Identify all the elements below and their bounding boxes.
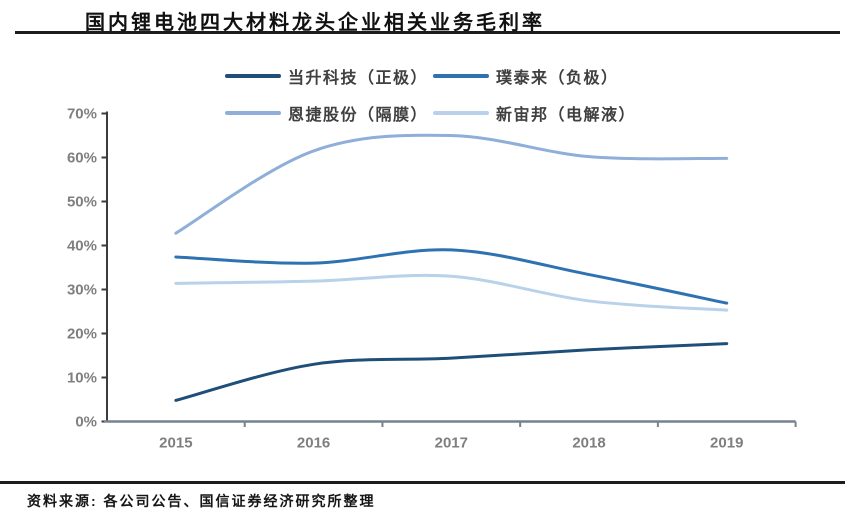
source-note: 资料来源: 各公司公告、国信证券经济研究所整理 <box>27 493 376 509</box>
title-divider <box>15 31 840 34</box>
legend-item-putailai: 璞泰来（负极） <box>433 66 619 87</box>
legend-item-dangsheng: 当升科技（正极） <box>225 66 429 87</box>
legend-label: 当升科技（正极） <box>288 70 429 87</box>
series-line-1 <box>174 248 729 305</box>
y-tick-label: 20% <box>67 326 97 343</box>
legend-item-xinzhoubang: 新宙邦（电解液） <box>433 103 637 124</box>
y-tick-label: 0% <box>75 414 97 431</box>
x-tick-label: 2015 <box>159 435 192 452</box>
chart-title: 国内锂电池四大材料龙头企业相关业务毛利率 <box>85 12 545 34</box>
legend-label: 璞泰来（负极） <box>496 70 619 87</box>
series-line-3 <box>174 273 729 312</box>
legend-line-swatch <box>433 111 489 115</box>
x-tick-label: 2019 <box>710 435 743 452</box>
x-tick-label: 2018 <box>572 435 605 452</box>
legend-label: 恩捷股份（隔膜） <box>288 107 429 124</box>
y-tick-label: 40% <box>67 238 97 255</box>
series-line-0 <box>174 342 729 402</box>
legend-line-swatch <box>433 74 489 78</box>
y-tick-label: 50% <box>67 194 97 211</box>
y-tick-label: 60% <box>67 150 97 167</box>
legend-label: 新宙邦（电解液） <box>496 107 637 124</box>
series-line-2 <box>174 133 729 235</box>
y-tick-label: 70% <box>67 106 97 123</box>
y-tick-label: 10% <box>67 370 97 387</box>
x-tick-label: 2016 <box>297 435 330 452</box>
legend-line-swatch <box>225 74 281 78</box>
footer-divider <box>0 481 845 484</box>
y-tick-label: 30% <box>67 282 97 299</box>
x-tick-label: 2017 <box>435 435 468 452</box>
legend-item-enjie: 恩捷股份（隔膜） <box>225 103 429 124</box>
legend-line-swatch <box>225 111 281 115</box>
